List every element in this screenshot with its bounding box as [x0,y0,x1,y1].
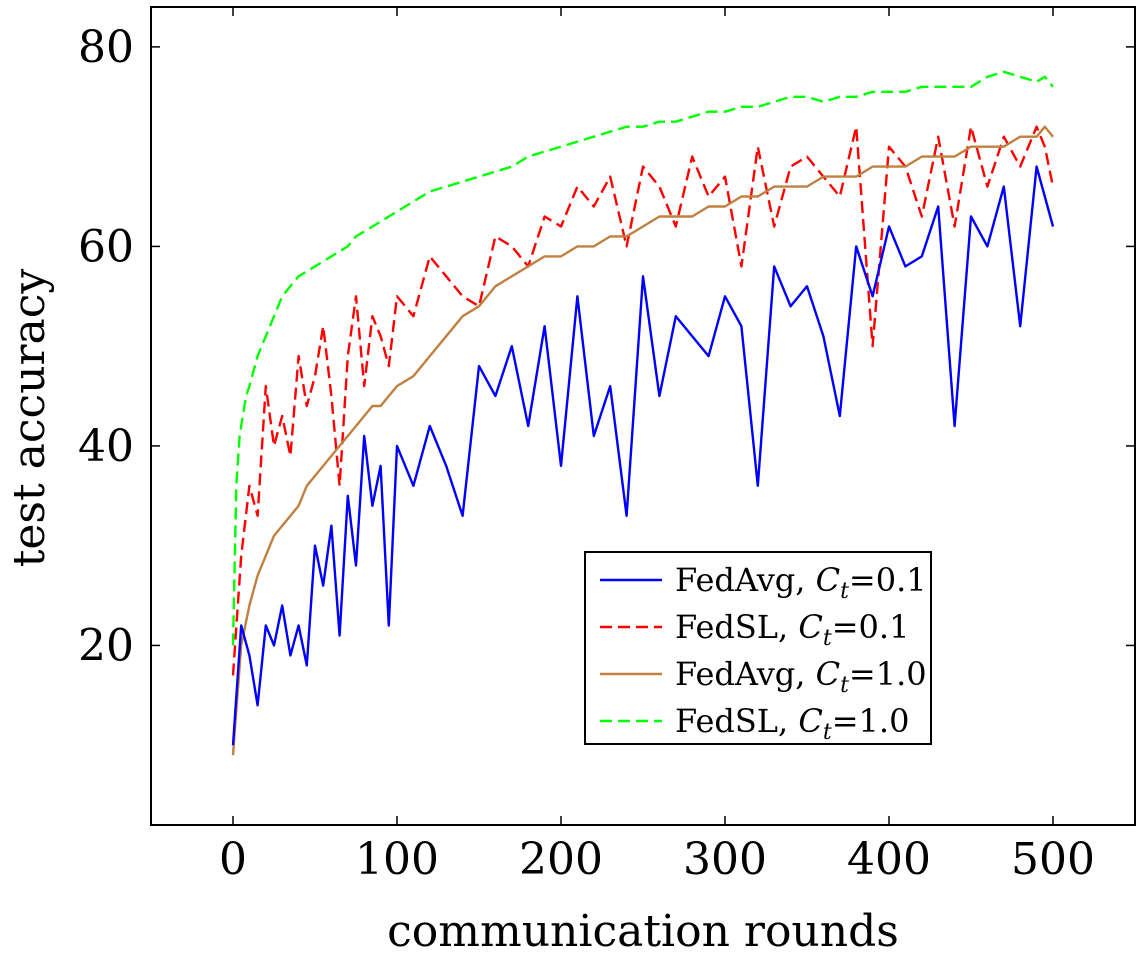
series-layer [231,70,1055,756]
x-tick-label: 500 [1011,834,1095,885]
legend-label-2: FedAvg, Ct=1.0 [675,655,927,698]
axis-ticks [151,7,1135,825]
legend-label-0: FedAvg, Ct=0.1 [675,561,927,604]
y-axis-label: test accuracy [4,269,55,568]
plot-frame [150,6,1136,826]
legend-label-3: FedSL, Ct=1.0 [675,702,909,745]
x-tick-label: 0 [219,834,247,885]
x-tick-label: 400 [847,834,931,885]
legend-label-1: FedSL, Ct=0.1 [675,608,909,651]
tick-labels: 0 100 200 300 400 500 20 40 60 80 [78,22,1095,885]
y-tick-label: 60 [78,221,134,272]
series-line-3 [231,70,1054,646]
series-line-2 [231,125,1054,756]
series-line-0 [231,165,1055,746]
legend-box [584,551,932,745]
x-axis-label: communication rounds [387,906,899,956]
x-tick-label: 300 [683,834,767,885]
y-tick-label: 80 [78,22,134,73]
x-tick-label: 100 [355,834,439,885]
x-tick-label: 200 [519,834,603,885]
y-tick-label: 40 [78,421,134,472]
series-line-1 [231,125,1055,676]
y-tick-label: 20 [78,620,134,671]
